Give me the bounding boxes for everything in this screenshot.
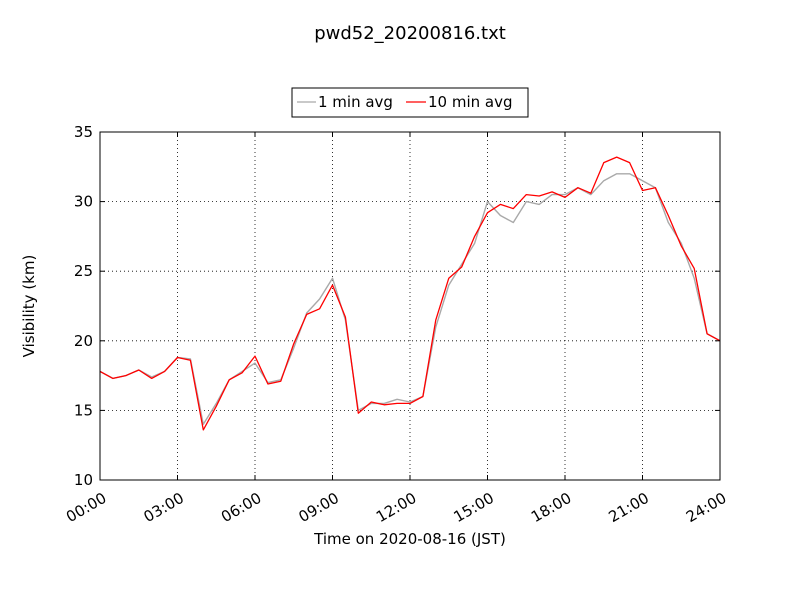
grid bbox=[100, 132, 720, 480]
x-tick-label: 00:00 bbox=[63, 489, 109, 526]
y-tick-label: 35 bbox=[74, 123, 93, 141]
legend-label-10min: 10 min avg bbox=[428, 93, 513, 111]
series-lines bbox=[99, 156, 721, 431]
chart-title: pwd52_20200816.txt bbox=[314, 23, 506, 44]
plot-frame bbox=[99, 131, 721, 481]
x-axis-label: Time on 2020-08-16 (JST) bbox=[313, 530, 506, 548]
tick-labels: 00:00 03:00 06:00 09:00 12:00 15:00 18:00 21:00… bbox=[63, 123, 729, 526]
y-tick-label: 30 bbox=[74, 193, 93, 211]
y-axis-label: Visibility (km) bbox=[20, 255, 38, 358]
legend-label-1min: 1 min avg bbox=[318, 93, 393, 111]
x-tick-label: 09:00 bbox=[296, 489, 342, 526]
y-tick-label: 10 bbox=[74, 471, 93, 489]
x-tick-label: 24:00 bbox=[683, 489, 729, 526]
x-tick-label: 15:00 bbox=[451, 489, 497, 526]
x-tick-label: 12:00 bbox=[373, 489, 419, 526]
legend: 1 min avg 10 min avg bbox=[291, 87, 529, 118]
series-line-1min-avg bbox=[99, 173, 721, 425]
x-tick-label: 06:00 bbox=[218, 489, 264, 526]
x-tick-label: 18:00 bbox=[528, 489, 574, 526]
x-tick-label: 21:00 bbox=[606, 489, 652, 526]
series-line-10min-avg bbox=[99, 156, 721, 431]
y-tick-label: 20 bbox=[74, 332, 93, 350]
y-tick-label: 15 bbox=[74, 401, 93, 419]
x-tick-label: 03:00 bbox=[141, 489, 187, 526]
y-tick-label: 25 bbox=[74, 262, 93, 280]
